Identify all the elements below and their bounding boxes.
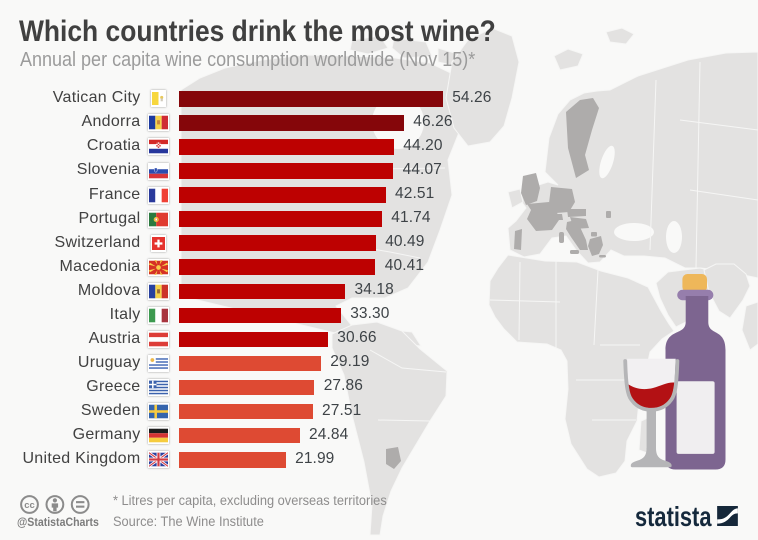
svg-text:cc: cc <box>24 500 35 511</box>
